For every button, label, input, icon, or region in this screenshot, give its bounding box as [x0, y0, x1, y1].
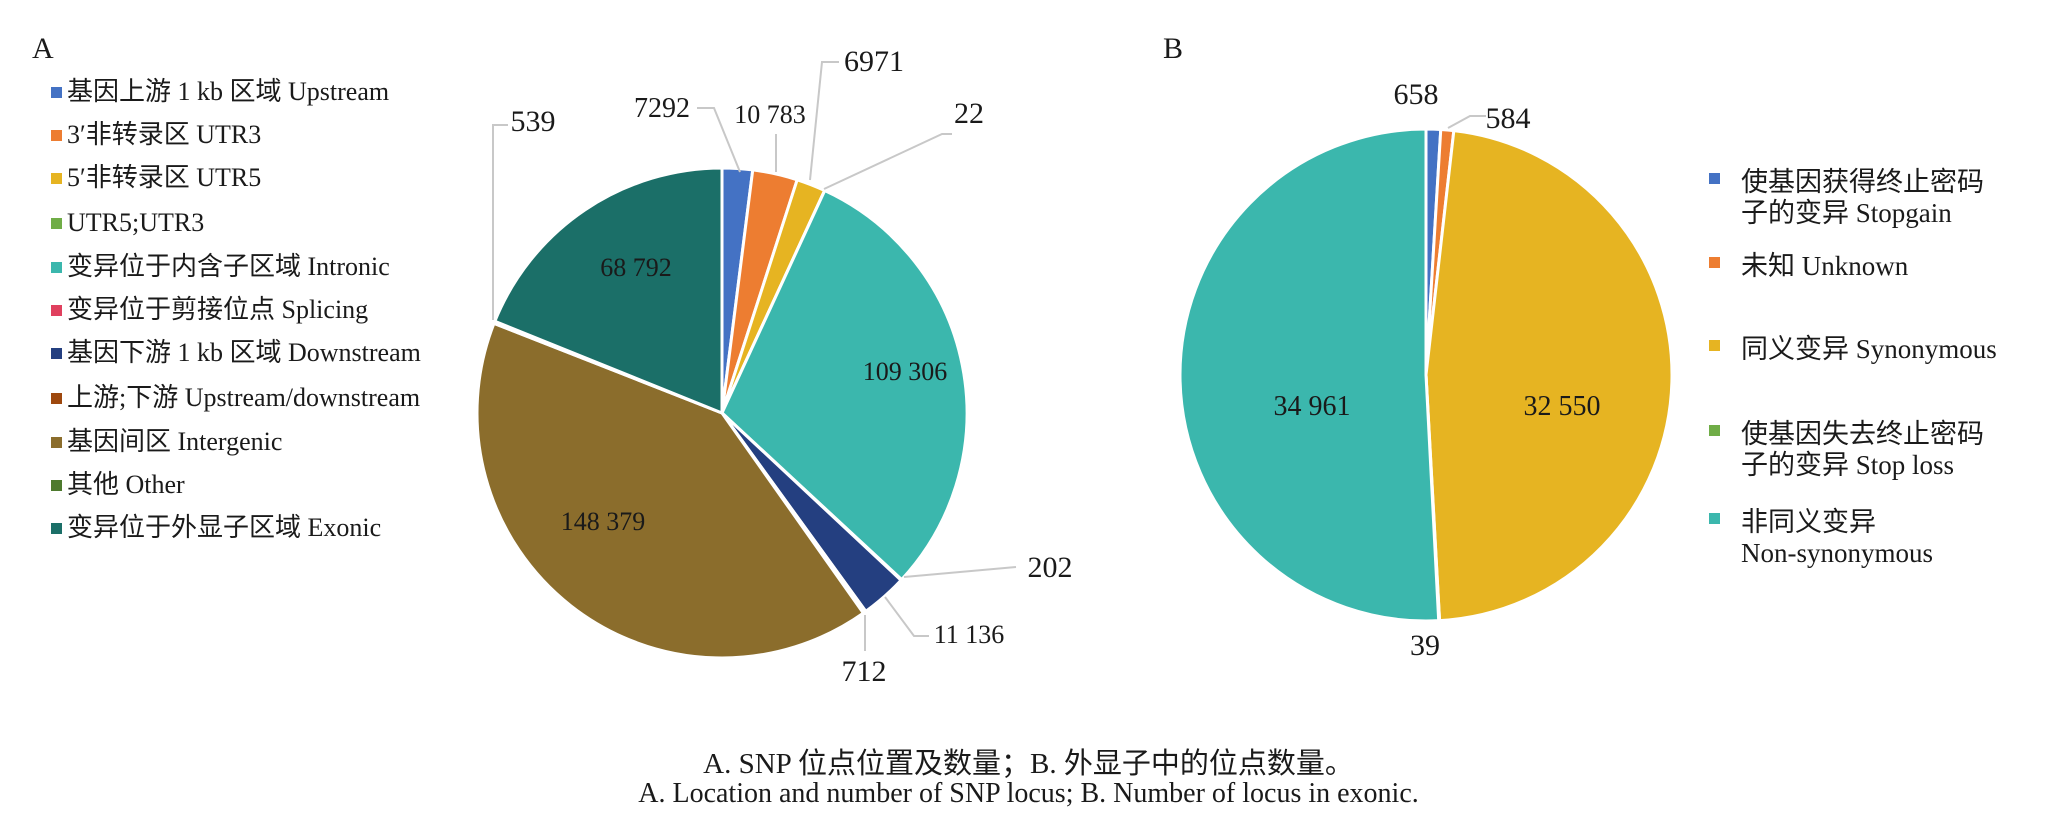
legend-label: 5′非转录区 UTR5	[67, 163, 262, 192]
legend-label-line: 使基因失去终止密码	[1741, 419, 1984, 449]
legend-swatch	[51, 218, 62, 229]
legend-label: 3′非转录区 UTR3	[67, 120, 262, 149]
legend-label-line: 子的变异 Stop loss	[1741, 450, 1955, 480]
data-label-a-0: 7292	[634, 93, 690, 124]
legend-swatch	[51, 87, 62, 98]
leader-line-a-9	[492, 124, 508, 320]
data-label-a-7: 712	[842, 655, 887, 688]
legend-swatch	[51, 393, 62, 404]
legend-swatch	[1709, 425, 1720, 436]
legend-item-a: 变异位于内含子区域 Intronic	[51, 252, 390, 282]
legend-swatch	[51, 523, 62, 534]
legend-label: 变异位于外显子区域 Exonic	[67, 513, 382, 542]
leader-line-a-2	[809, 61, 839, 181]
data-label-a-3: 22	[954, 97, 984, 130]
legend-swatch	[51, 262, 62, 273]
pie-a-slice-8	[475, 321, 866, 660]
data-label-a-10: 68 792	[600, 253, 672, 282]
caption-zh: A. SNP 位点位置及数量；B. 外显子中的位点数量。	[703, 748, 1354, 780]
legend-label-line: 未知 Unknown	[1741, 251, 1909, 281]
legend-swatch	[51, 480, 62, 491]
data-label-a-5: 202	[1028, 551, 1073, 584]
legend-label-line: 非同义变异	[1741, 507, 1876, 537]
legend-label: 其他 Other	[67, 470, 185, 499]
data-label-b-0: 658	[1394, 78, 1439, 111]
pie-a-slice-4	[720, 188, 969, 582]
leader-line-b-1	[1447, 115, 1486, 129]
leader-line-a-6	[884, 596, 929, 637]
legend-item-a: 变异位于外显子区域 Exonic	[51, 513, 382, 543]
pie-b-slice-2	[1424, 128, 1674, 623]
data-label-b-4: 34 961	[1274, 391, 1351, 422]
legend-label-line: Non-synonymous	[1741, 538, 1934, 568]
legend-label: 基因间区 Intergenic	[67, 427, 283, 456]
leader-line-a-3	[823, 133, 952, 190]
legend-item-a: 3′非转录区 UTR3	[51, 120, 262, 150]
leader-line-a-0	[697, 107, 741, 173]
data-label-a-8: 148 379	[561, 507, 646, 536]
legend-swatch	[1709, 257, 1720, 268]
legend-item-b: 非同义变异 Non-synonymous	[1709, 507, 1934, 569]
legend-swatch	[1709, 173, 1720, 184]
legend-item-a: 5′非转录区 UTR5	[51, 163, 262, 193]
legend-label: 基因上游 1 kb 区域 Upstream	[67, 77, 390, 106]
legend-item-b: 未知 Unknown	[1709, 251, 1909, 282]
legend-swatch	[51, 305, 62, 316]
data-label-b-3: 39	[1410, 629, 1440, 662]
data-label-a-4: 109 306	[863, 357, 948, 386]
legend-swatch	[51, 437, 62, 448]
legend-swatch	[1709, 340, 1720, 351]
legend-item-a: 上游;下游 Upstream/downstream	[51, 383, 421, 413]
data-label-a-2: 6971	[844, 45, 904, 78]
data-label-b-1: 584	[1486, 102, 1531, 135]
legend-item-a: 基因下游 1 kb 区域 Downstream	[51, 338, 421, 368]
data-label-a-6: 11 136	[934, 620, 1005, 649]
legend-label: UTR5;UTR3	[67, 208, 205, 237]
legend-swatch	[51, 130, 62, 141]
legend-item-b: 使基因获得终止密码 子的变异 Stopgain	[1709, 167, 1984, 229]
pie-b-slice-4	[1178, 127, 1441, 623]
leader-line-a-5	[903, 566, 1017, 578]
legend-label: 基因下游 1 kb 区域 Downstream	[67, 338, 421, 367]
legend-label-line: 使基因获得终止密码	[1741, 167, 1984, 197]
legend-swatch	[1709, 513, 1720, 524]
legend-label: 上游;下游 Upstream/downstream	[67, 383, 421, 412]
legend-label: 变异位于剪接位点 Splicing	[67, 295, 369, 324]
panel-label-a: A	[32, 32, 54, 65]
legend-item-b: 同义变异 Synonymous	[1709, 334, 1997, 365]
data-label-a-1: 10 783	[734, 100, 806, 129]
pie-a-slice-10	[492, 166, 724, 416]
panel-label-b: B	[1163, 32, 1184, 65]
legend-item-a: 变异位于剪接位点 Splicing	[51, 295, 369, 325]
caption-en: A. Location and number of SNP locus; B. …	[638, 778, 1419, 809]
data-label-b-2: 32 550	[1524, 391, 1601, 422]
legend-label: 变异位于内含子区域 Intronic	[67, 252, 390, 281]
legend-item-a: 其他 Other	[51, 470, 185, 500]
legend-item-a: 基因上游 1 kb 区域 Upstream	[51, 77, 390, 107]
legend-item-b: 使基因失去终止密码 子的变异 Stop loss	[1709, 419, 1984, 481]
legend-item-a: UTR5;UTR3	[51, 208, 205, 238]
legend-item-a: 基因间区 Intergenic	[51, 427, 283, 457]
data-label-a-9: 539	[511, 105, 556, 138]
legend-label-line: 同义变异 Synonymous	[1741, 334, 1997, 364]
legend-swatch	[51, 348, 62, 359]
legend-swatch	[51, 173, 62, 184]
legend-label-line: 子的变异 Stopgain	[1741, 198, 1952, 228]
